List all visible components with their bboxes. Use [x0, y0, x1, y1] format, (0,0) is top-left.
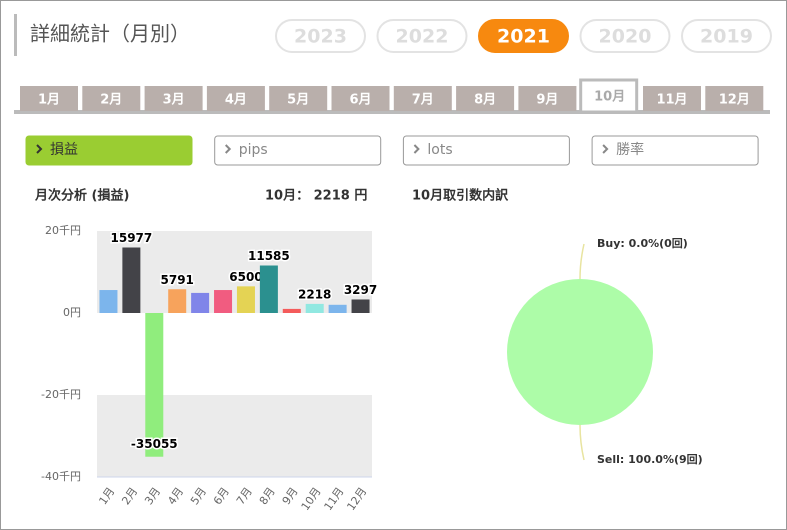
plot-band	[97, 395, 372, 477]
metric-button[interactable]	[591, 135, 759, 166]
y-tick-label: 20千円	[45, 224, 81, 237]
month-tab-label[interactable]: 12月	[719, 93, 750, 108]
metric-button-label[interactable]: 勝率	[616, 141, 644, 158]
chevron-icon	[36, 144, 43, 154]
month-tab[interactable]	[331, 86, 390, 111]
chart-title: 10月取引数内訳	[412, 188, 509, 204]
month-tab[interactable]	[643, 86, 701, 111]
month-tab[interactable]	[269, 86, 328, 111]
month-tab-label[interactable]: 2月	[100, 93, 122, 108]
pie-label: Sell: 100.0%(9回)	[597, 452, 703, 466]
chart-summary: 10月： 2218 円	[265, 189, 367, 204]
month-tab[interactable]	[518, 86, 577, 111]
month-tab-label[interactable]: 11月	[656, 93, 687, 108]
label-connector	[579, 243, 585, 280]
bar-value-label: 2218	[298, 287, 331, 301]
bar	[145, 313, 164, 457]
metric-button[interactable]	[214, 135, 382, 166]
month-tab-label[interactable]: 7月	[412, 93, 434, 108]
pie-slice	[507, 279, 653, 425]
year-button[interactable]	[681, 19, 772, 53]
y-tick-label: -20千円	[41, 388, 81, 401]
month-tab-label[interactable]: 1月	[38, 93, 60, 108]
bar-value-label: 6500	[229, 270, 262, 284]
month-tab-label[interactable]: 4月	[225, 93, 247, 108]
year-button[interactable]	[478, 19, 569, 53]
month-tab-label[interactable]: 9月	[536, 93, 558, 108]
month-tab-label[interactable]: 8月	[474, 93, 496, 108]
year-label[interactable]: 2021	[497, 26, 550, 48]
month-tab-label[interactable]: 5月	[287, 93, 309, 108]
bar	[99, 290, 118, 313]
year-button[interactable]	[275, 19, 366, 53]
metric-button-label[interactable]: lots	[427, 142, 452, 158]
month-tab[interactable]	[393, 86, 452, 111]
month-tab[interactable]	[144, 86, 203, 111]
bar	[328, 304, 347, 313]
year-button[interactable]	[376, 19, 468, 53]
metric-button-label[interactable]: 損益	[50, 142, 78, 158]
chevron-icon	[602, 144, 609, 154]
y-tick-label: 0円	[63, 306, 81, 319]
plot-band	[97, 231, 372, 313]
bar	[236, 286, 255, 313]
bar-value-label: 15977	[111, 231, 153, 245]
month-tab-label[interactable]: 6月	[349, 93, 371, 108]
bar	[122, 247, 141, 313]
bar-value-label: 11585	[248, 249, 290, 263]
year-label[interactable]: 2022	[396, 26, 449, 48]
metric-button[interactable]	[25, 135, 193, 166]
month-tab[interactable]	[579, 78, 639, 114]
chevron-icon	[413, 144, 420, 154]
month-tab[interactable]	[206, 86, 265, 111]
bar	[305, 303, 324, 313]
metric-button[interactable]	[402, 135, 570, 166]
metric-button-label[interactable]: pips	[239, 142, 268, 158]
month-tab[interactable]	[20, 86, 78, 111]
month-tab[interactable]	[705, 86, 764, 111]
page-title: 詳細統計（月別）	[30, 22, 190, 46]
bar	[259, 265, 278, 313]
y-tick-label: -40千円	[41, 470, 81, 483]
pie-label: Buy: 0.0%(0回)	[597, 236, 688, 250]
title-accent	[14, 14, 17, 56]
bar	[214, 290, 233, 313]
bar-value-label: 3297	[344, 283, 377, 297]
bar-value-label: 5791	[161, 273, 194, 287]
label-connector	[579, 424, 585, 461]
month-tab-label[interactable]: 3月	[163, 93, 185, 108]
month-tab[interactable]	[82, 86, 141, 111]
month-tab[interactable]	[456, 86, 515, 111]
bar	[351, 299, 370, 313]
year-label[interactable]: 2019	[700, 26, 753, 48]
chart-title: 月次分析 (損益)	[34, 188, 129, 204]
chevron-icon	[224, 144, 232, 154]
bar	[191, 292, 210, 313]
bar	[168, 289, 187, 313]
year-label[interactable]: 2020	[599, 26, 652, 48]
bar-value-label: -35055	[131, 437, 178, 451]
year-label[interactable]: 2023	[294, 26, 347, 48]
year-button[interactable]	[579, 19, 671, 53]
month-tab-label[interactable]: 10月	[594, 90, 625, 105]
bar	[282, 308, 301, 313]
